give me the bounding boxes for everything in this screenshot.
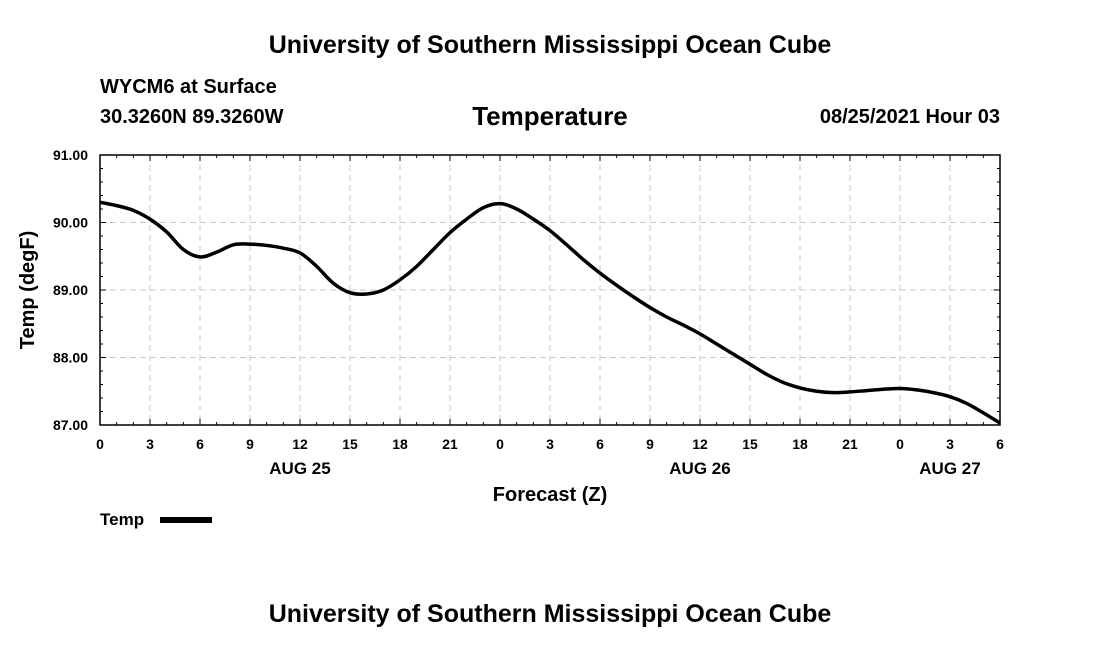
x-tick-label: 9 (646, 436, 654, 452)
x-tick-label: 3 (146, 436, 154, 452)
x-tick-label: 6 (996, 436, 1004, 452)
x-tick-label: 18 (392, 436, 408, 452)
x-tick-label: 0 (896, 436, 904, 452)
x-tick-label: 0 (496, 436, 504, 452)
x-date-label: AUG 25 (269, 459, 330, 478)
x-tick-label: 12 (692, 436, 708, 452)
x-tick-label: 9 (246, 436, 254, 452)
x-tick-label: 12 (292, 436, 308, 452)
station-label: WYCM6 at Surface (100, 76, 277, 98)
x-tick-label: 18 (792, 436, 808, 452)
x-tick-label: 6 (596, 436, 604, 452)
y-tick-label: 88.00 (53, 350, 88, 366)
timestamp-label: 08/25/2021 Hour 03 (819, 106, 1000, 128)
y-axis-title: Temp (degF) (17, 231, 39, 350)
x-tick-label: 3 (946, 436, 954, 452)
x-axis-title: Forecast (Z) (493, 484, 607, 506)
coordinates-label: 30.3260N 89.3260W (100, 106, 284, 128)
series-line-temp (99, 200, 1001, 425)
x-tick-label: 3 (546, 436, 554, 452)
legend-label: Temp (100, 510, 144, 529)
chart-title: Temperature (472, 101, 628, 131)
x-tick-label: 21 (842, 436, 858, 452)
y-tick-label: 91.00 (53, 147, 88, 163)
x-tick-label: 21 (442, 436, 458, 452)
x-tick-label: 6 (196, 436, 204, 452)
y-tick-label: 90.00 (53, 215, 88, 231)
page-title-top: University of Southern Mississippi Ocean… (268, 31, 832, 59)
y-tick-label: 87.00 (53, 417, 88, 433)
y-tick-label: 89.00 (53, 282, 88, 298)
x-date-label: AUG 27 (919, 459, 980, 478)
x-tick-label: 15 (742, 436, 758, 452)
x-tick-label: 0 (96, 436, 104, 452)
x-tick-label: 15 (342, 436, 358, 452)
page-title-bottom: University of Southern Mississippi Ocean… (268, 600, 832, 628)
x-date-label: AUG 26 (669, 459, 730, 478)
